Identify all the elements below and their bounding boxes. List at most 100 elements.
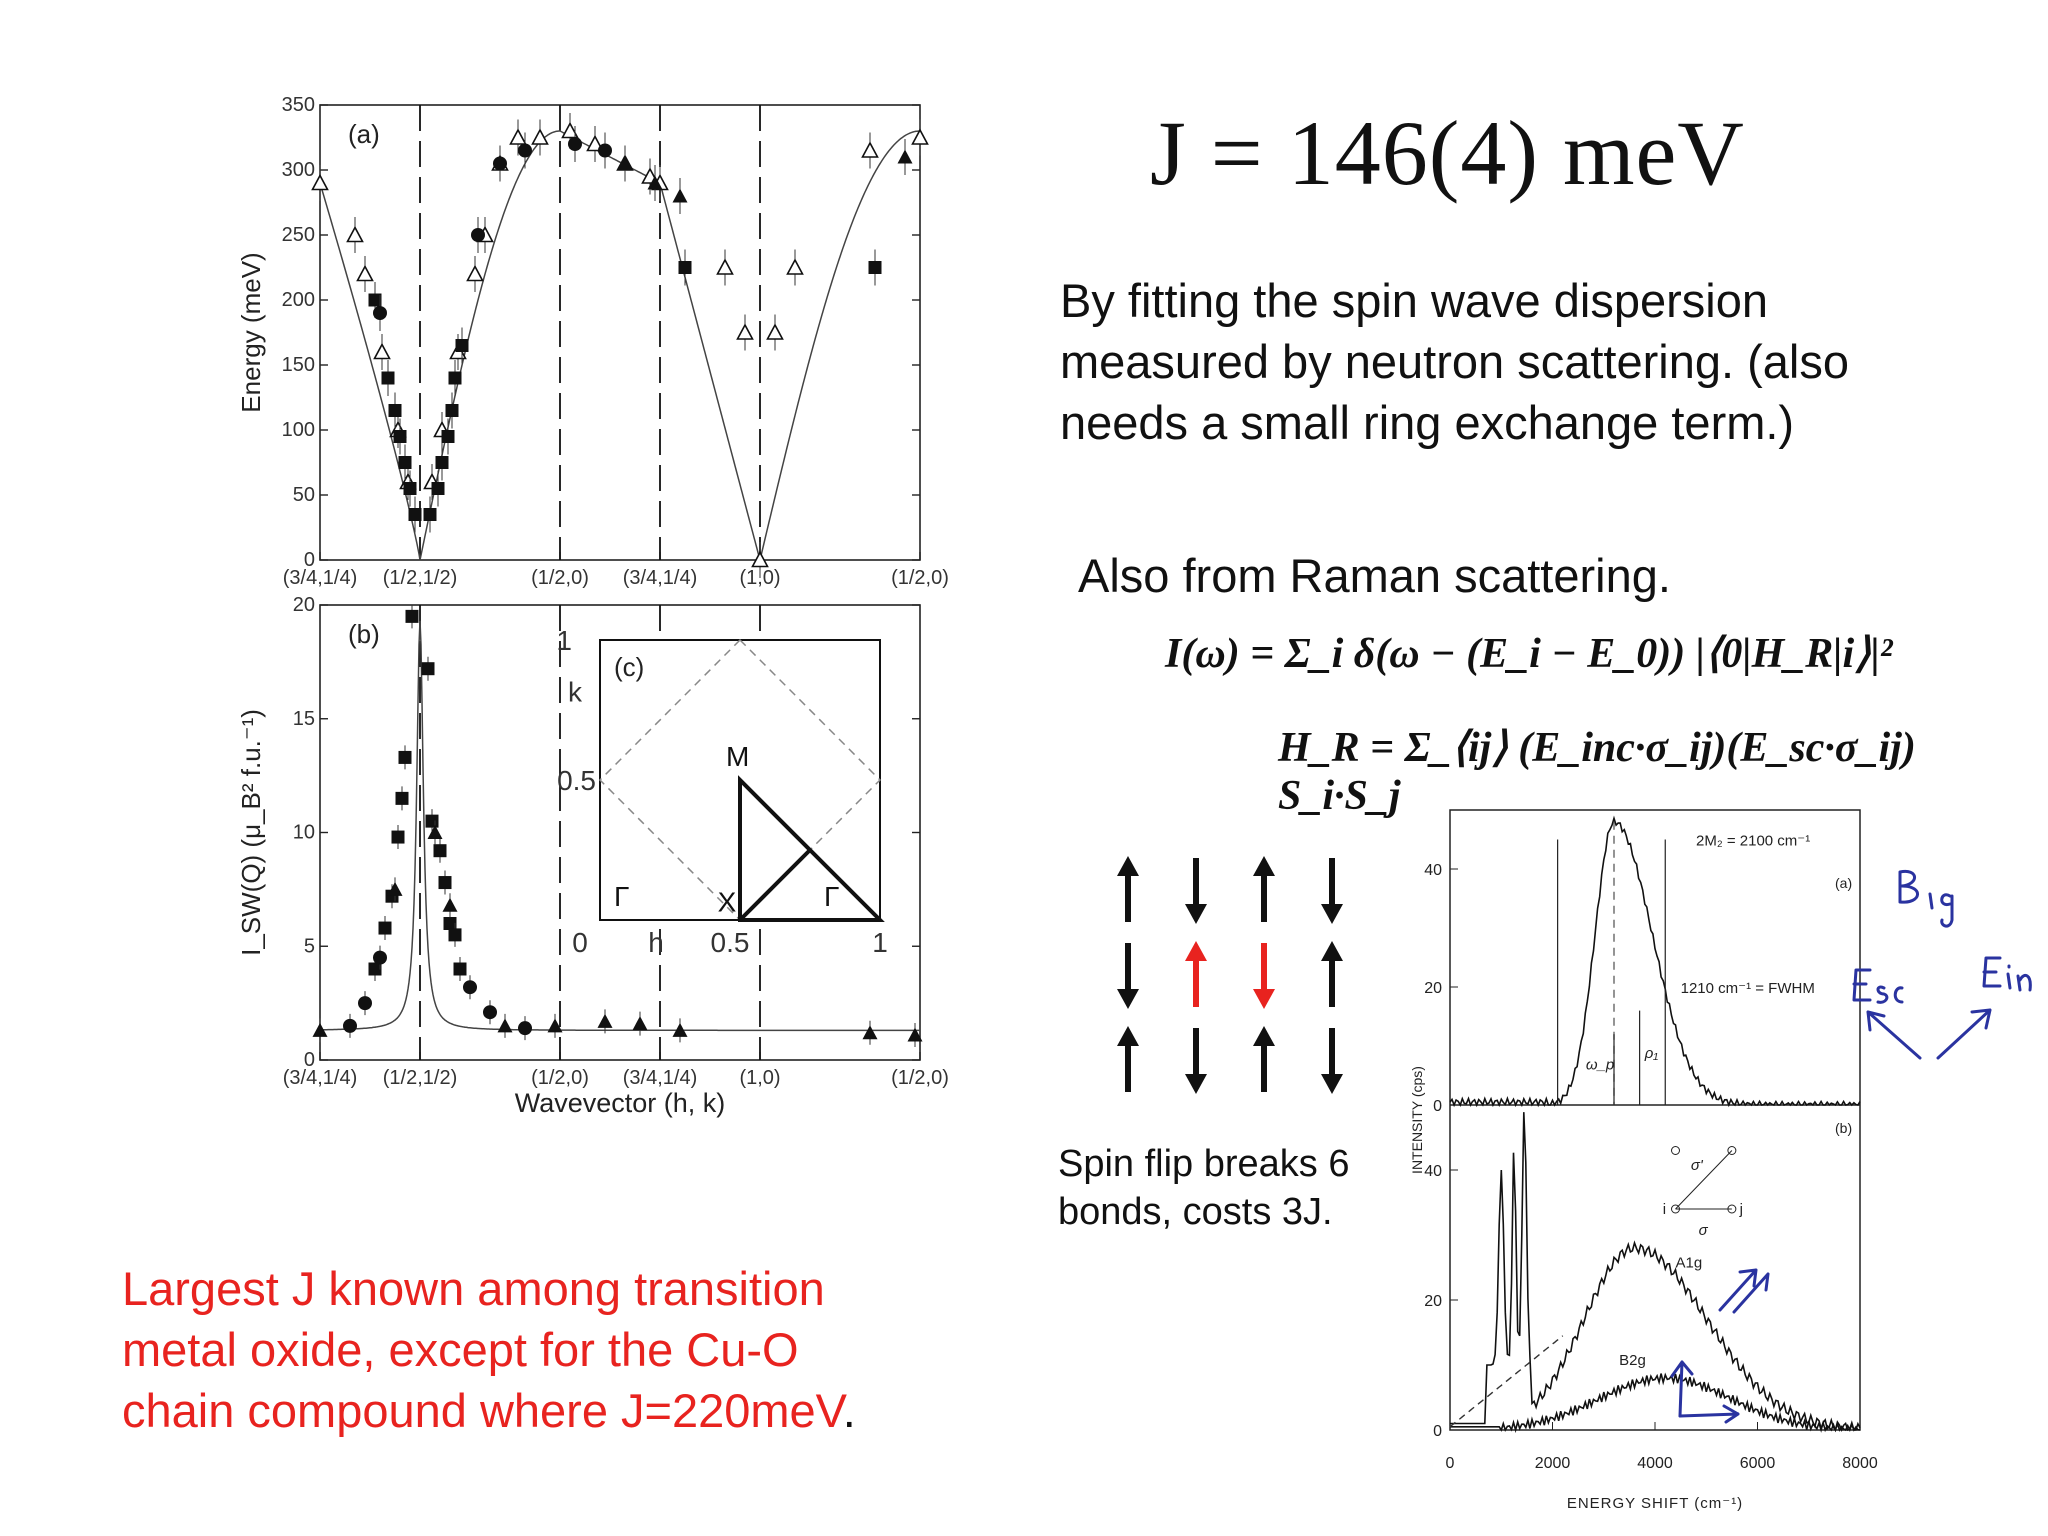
data-point — [378, 921, 392, 935]
spin-arrow-head — [1253, 856, 1275, 876]
handwritten-ein-in — [2006, 964, 2032, 992]
intensity-equation-text: I(ω) = Σ_i δ(ω − (E_i − E_0)) |⟨0|H_R|i⟩… — [1165, 631, 1893, 677]
handwritten-a1g-arrows — [1718, 1268, 1770, 1314]
inset-x-tick: 0 — [572, 927, 588, 958]
data-point — [678, 261, 692, 274]
data-point — [617, 156, 633, 170]
spin-arrow-head — [1253, 989, 1275, 1009]
geometry-site — [1671, 1146, 1680, 1155]
data-point — [391, 830, 405, 844]
raman-frame — [1449, 809, 1861, 1431]
data-point — [343, 1018, 357, 1033]
x-tick-label: 8000 — [1842, 1455, 1878, 1472]
background-dashed — [1449, 1335, 1564, 1428]
data-point — [433, 844, 447, 858]
spin-arrow-head — [1185, 904, 1207, 924]
y-tick-label: 0 — [1433, 1098, 1442, 1115]
inset-point-x: X — [718, 887, 737, 918]
spin-arrow — [1321, 1028, 1343, 1094]
panel-label: (b) — [1835, 1120, 1852, 1136]
handwritten-crossed-arrow-right — [1678, 1404, 1740, 1424]
red-note-line3-tail: . — [842, 1384, 856, 1437]
spin-arrow — [1321, 941, 1343, 1007]
x-tick-label: 2000 — [1535, 1455, 1571, 1472]
spin-arrow-head — [1117, 856, 1139, 876]
y-tick-label: 20 — [293, 594, 315, 616]
j-value-heading: J = 146(4) meV — [1150, 102, 1745, 204]
y-tick-label: 15 — [293, 708, 315, 730]
dispersion-fit-curve — [319, 130, 920, 561]
y-tick-label: 0 — [1433, 1423, 1442, 1440]
handwritten-parallel-arrow-2 — [1732, 1272, 1770, 1314]
data-point — [672, 188, 688, 203]
inset-c-brillouin-zone: (c) 1 0.5 k 0 h 0.5 1 Γ X M Γ — [556, 625, 887, 958]
x-tick-label: (1,0) — [739, 1067, 780, 1089]
x-tick-label: (1/2,0) — [531, 1067, 589, 1089]
data-point — [398, 750, 412, 764]
data-point — [466, 264, 484, 282]
data-point — [483, 1005, 497, 1020]
y-tick-label: 5 — [304, 935, 315, 957]
raman-spectrum-b2g — [1450, 1372, 1861, 1434]
x-tick-label: (1/2,0) — [531, 567, 589, 589]
flipped-spin-arrow — [1185, 941, 1207, 1007]
panel-a-dispersion: 0 50 100 150 200 250 300 350 (3/4,1/4) (1/2,1/2) (… — [236, 94, 949, 589]
y-tick-label: 40 — [1424, 1163, 1442, 1180]
spin-caption-line1: Spin flip breaks 6 — [1058, 1143, 1350, 1185]
data-point — [586, 134, 604, 152]
y-tick-label: 300 — [282, 159, 315, 181]
x-tick-label: (1/2,1/2) — [383, 567, 457, 589]
x-tick-label: 4000 — [1637, 1455, 1673, 1472]
data-point — [423, 508, 437, 521]
data-point — [421, 662, 435, 676]
handwritten-b1g-B — [1898, 869, 1919, 904]
data-point — [387, 881, 403, 896]
inset-point-gamma: Γ — [614, 881, 629, 912]
y-tick-label: 150 — [282, 354, 315, 376]
panel-label: (b) — [348, 619, 380, 649]
x-tick-label: (1/2,0) — [891, 567, 949, 589]
panel-label: (a) — [1835, 875, 1852, 891]
data-point — [497, 1018, 513, 1033]
spin-arrow-head — [1117, 989, 1139, 1009]
handwritten-esc-sc — [1876, 985, 1904, 1004]
spin-arrow-head — [1321, 941, 1343, 961]
hamiltonian-equation: H_R = Σ_⟨ij⟩ (E_inc·σ_ij)(E_sc·σ_ij) S_i… — [1278, 722, 2048, 820]
inset-point-gamma-2: Γ — [824, 881, 839, 912]
panel-label: (a) — [348, 119, 380, 149]
data-point — [766, 323, 784, 340]
data-point — [597, 1013, 613, 1028]
data-point — [442, 897, 458, 912]
handwritten-ein-E — [1982, 956, 2002, 988]
x-axis-label: ENERGY SHIFT (cm⁻¹) — [1567, 1495, 1743, 1512]
spin-flip-caption: Spin flip breaks 6 bonds, costs 3J. — [1058, 1140, 1350, 1236]
data-point — [441, 430, 455, 443]
data-point — [672, 1022, 688, 1037]
data-point — [431, 482, 445, 495]
x-tick-label: (1/2,0) — [891, 1067, 949, 1089]
data-point — [425, 814, 439, 828]
data-point — [751, 550, 769, 568]
handwritten-b2g-arrows — [1670, 1360, 1740, 1424]
handwritten-esc-E — [1852, 968, 1872, 1002]
data-point — [493, 156, 507, 171]
raman-spectrum-a — [1449, 815, 1861, 1108]
data-point — [448, 371, 462, 385]
handwritten-b1g-1 — [1928, 892, 1934, 910]
data-point — [368, 962, 382, 976]
y-tick-label: 200 — [282, 289, 315, 311]
annotation-2m: 2M₂ = 2100 cm⁻¹ — [1696, 833, 1810, 850]
data-point — [518, 1021, 532, 1036]
inset-point-m: M — [726, 741, 749, 772]
data-point — [455, 339, 469, 352]
wedge-line — [738, 848, 812, 922]
annotation-rho: ρ₁ — [1644, 1045, 1659, 1062]
spin-arrow — [1185, 858, 1207, 924]
data-point — [736, 323, 754, 340]
annotation-a1g: A1g — [1676, 1255, 1703, 1272]
data-point — [408, 508, 422, 521]
y-axis-label: I_SW(Q) (μ_B² f.u.⁻¹) — [236, 709, 266, 956]
spin-caption-line2: bonds, costs 3J. — [1058, 1191, 1333, 1233]
